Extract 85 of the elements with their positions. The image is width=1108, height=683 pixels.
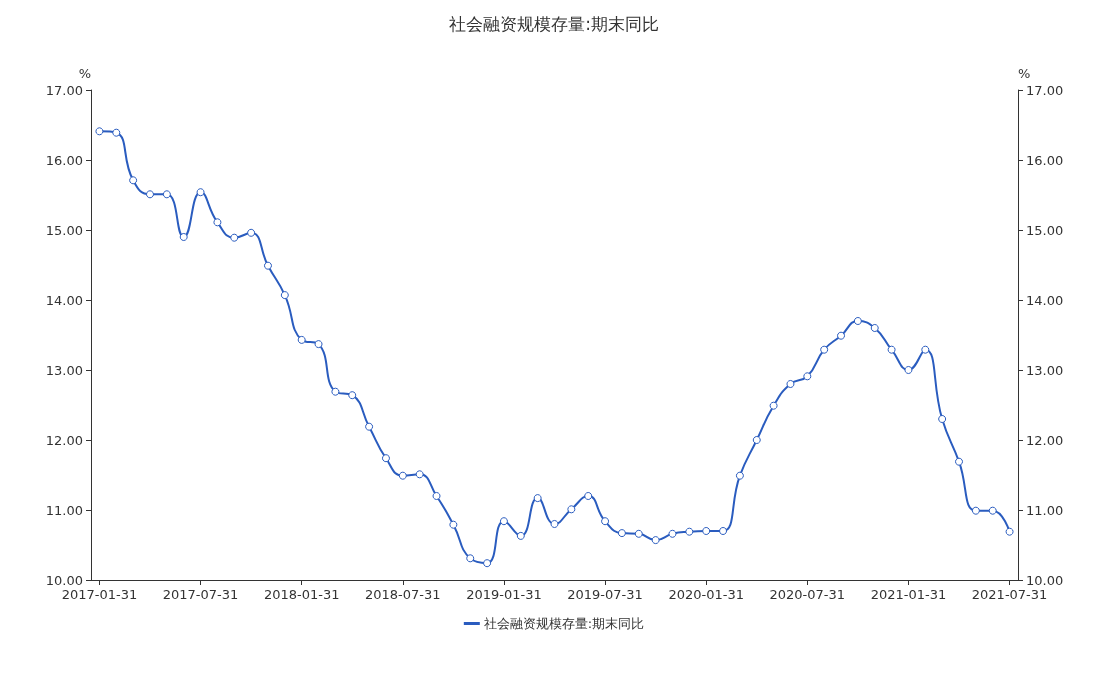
point: [971, 506, 980, 515]
x-tick-label: 2017-07-31: [162, 587, 239, 602]
point: [938, 415, 947, 423]
point: [331, 387, 340, 396]
point: [230, 233, 239, 242]
y-axis-title: %: [78, 66, 91, 81]
x-tick-label: 2018-07-31: [365, 587, 441, 602]
point: [516, 531, 525, 540]
y-tick-label: 11.00: [45, 502, 83, 518]
point: [837, 331, 846, 340]
x-tick-label: 2017-01-31: [61, 587, 138, 602]
point: [179, 233, 188, 241]
point: [786, 380, 795, 388]
point: [752, 436, 761, 444]
y2-tick-label: 15.00: [1026, 222, 1064, 238]
y2-tick-label: 12.00: [1026, 432, 1064, 448]
chart-title: 社会融资规模存量:期末同比: [449, 13, 659, 34]
point: [533, 494, 542, 503]
point: [668, 529, 677, 538]
point: [398, 471, 407, 480]
point: [685, 527, 694, 536]
point: [247, 228, 256, 237]
point: [432, 492, 441, 500]
point: [651, 536, 660, 545]
point: [803, 372, 812, 381]
legend-label: 社会融资规模存量:期末同比: [483, 616, 645, 631]
point: [415, 470, 424, 479]
point: [381, 454, 390, 463]
x-tick-label: 2018-01-31: [263, 587, 340, 602]
point: [213, 218, 222, 227]
point: [348, 391, 357, 400]
x-tick-label: 2019-07-31: [567, 587, 643, 602]
point: [466, 554, 475, 563]
point: [280, 291, 289, 300]
y2-tick-label: 10.00: [1026, 572, 1064, 588]
point: [601, 517, 610, 526]
point: [955, 457, 964, 466]
point: [95, 127, 104, 136]
point: [735, 471, 744, 480]
y-tick-label: 14.00: [45, 292, 83, 308]
y-tick-label: 15.00: [45, 222, 83, 238]
point: [584, 492, 593, 500]
point: [887, 345, 896, 354]
point: [702, 527, 711, 535]
y-tick-label: 16.00: [45, 152, 83, 168]
x-tick-label: 2021-01-31: [870, 587, 947, 602]
x-tick-label: 2019-01-31: [466, 587, 542, 602]
point: [820, 345, 829, 354]
point: [1005, 527, 1014, 536]
point: [617, 529, 626, 538]
point: [499, 517, 508, 526]
y2-tick-label: 13.00: [1026, 362, 1064, 378]
point: [921, 345, 930, 354]
point: [719, 527, 728, 535]
y-tick-label: 13.00: [45, 362, 83, 378]
y2-tick-label: 16.00: [1026, 152, 1064, 168]
point: [112, 128, 121, 137]
x-tick-label: 2021-07-31: [971, 587, 1048, 602]
point: [129, 176, 138, 185]
y-tick-label: 17.00: [45, 82, 83, 98]
point: [196, 188, 205, 197]
y-tick-label: 12.00: [45, 432, 83, 448]
y2-axis-title: %: [1018, 66, 1031, 81]
point: [634, 529, 643, 538]
point: [567, 505, 576, 514]
point: [162, 190, 171, 199]
y-tick-label: 10.00: [45, 572, 83, 588]
point: [146, 190, 154, 199]
point: [365, 422, 374, 431]
point: [853, 317, 862, 325]
x-tick-label: 2020-07-31: [769, 587, 846, 602]
point: [550, 520, 559, 528]
point: [904, 366, 913, 374]
point: [483, 559, 492, 568]
y2-tick-label: 11.00: [1026, 502, 1064, 518]
x-tick-label: 2020-01-31: [668, 587, 744, 602]
point: [314, 340, 323, 349]
point: [263, 261, 272, 270]
point: [870, 324, 879, 332]
y2-tick-label: 14.00: [1026, 292, 1064, 308]
point: [988, 506, 997, 515]
point: [449, 520, 458, 529]
point: [297, 335, 306, 344]
point: [769, 401, 778, 410]
y2-tick-label: 17.00: [1026, 82, 1064, 98]
